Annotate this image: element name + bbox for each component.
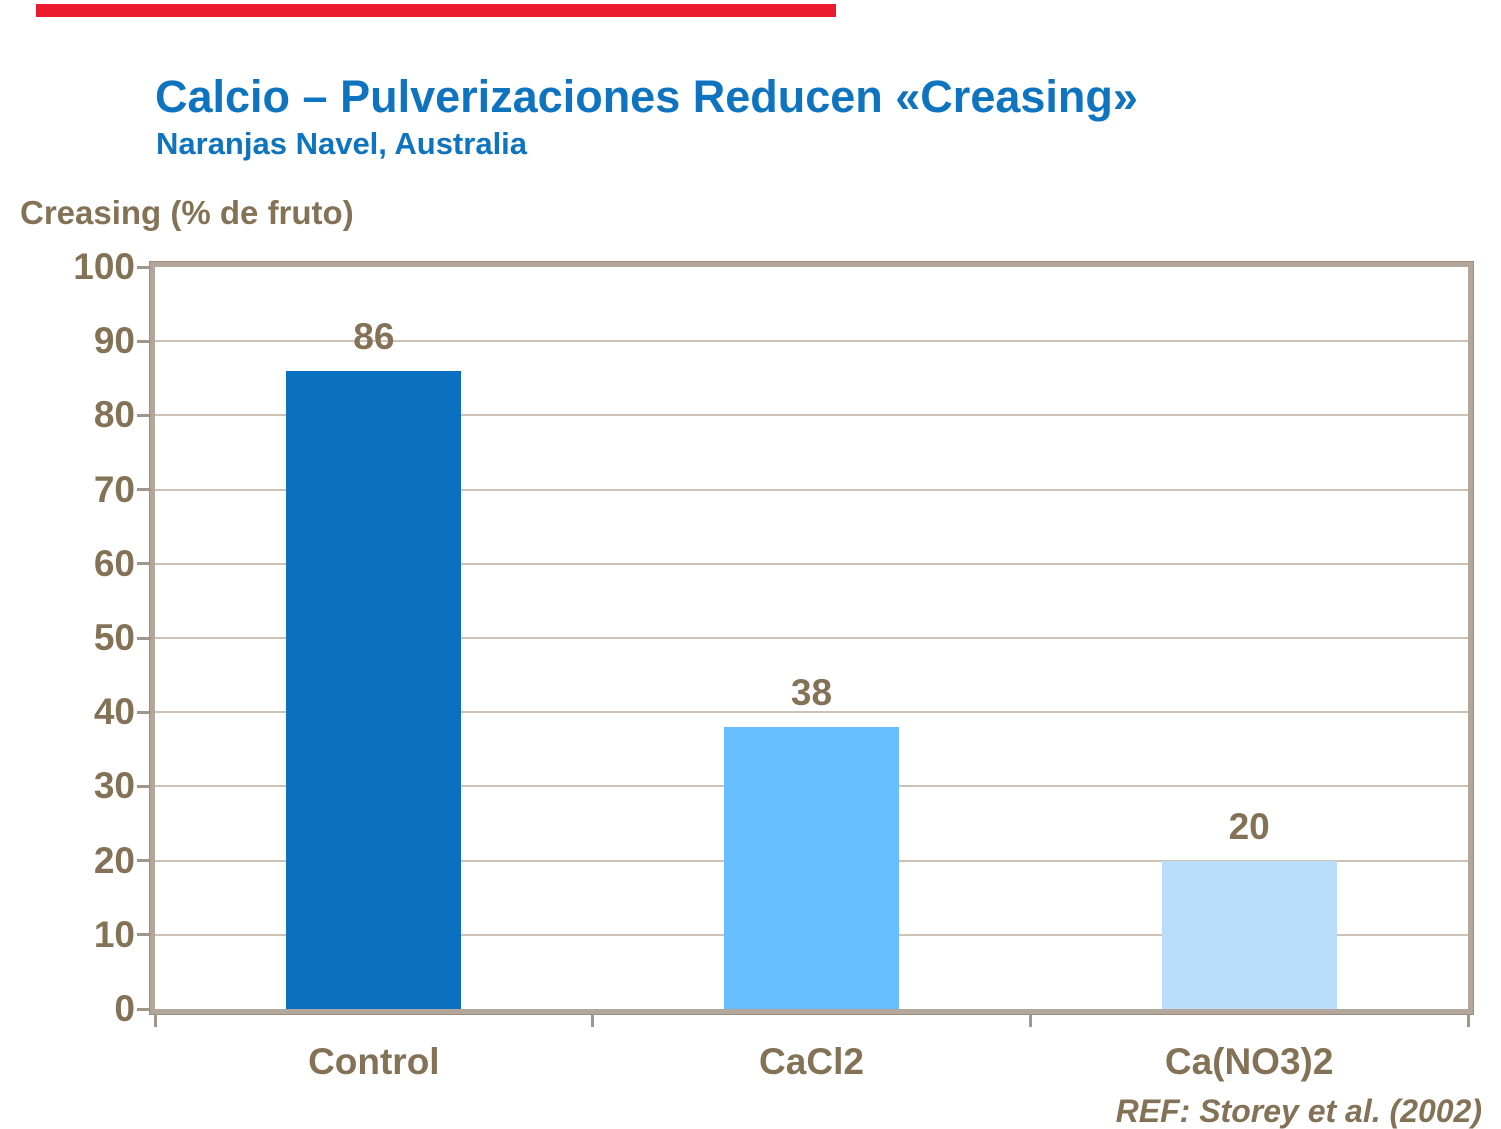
y-axis-tick-label: 10 (93, 913, 135, 955)
y-axis-tick (137, 413, 151, 417)
plot-area-border (149, 261, 1474, 1015)
bar-control (286, 370, 462, 1009)
y-axis-tick (137, 265, 151, 269)
bar-value-label: 86 (353, 315, 395, 357)
y-axis-tick (137, 562, 151, 566)
y-axis-tick-label: 100 (73, 246, 135, 287)
gridline (155, 711, 1468, 714)
gridline (155, 562, 1468, 565)
gridline (155, 414, 1468, 417)
y-axis-tick-label: 0 (114, 988, 135, 1029)
y-axis-tick (137, 636, 151, 640)
x-axis-tick (1466, 1014, 1470, 1027)
bar-value-label: 20 (1228, 805, 1270, 847)
y-axis-tick-label: 40 (93, 691, 135, 733)
y-axis-tick (137, 859, 151, 863)
y-axis-tick (137, 710, 151, 714)
y-axis-tick (137, 1007, 151, 1011)
y-axis-tick-label: 90 (93, 320, 135, 362)
x-axis-tick (153, 1014, 157, 1027)
reference-citation: REF: Storey et al. (2002) (1115, 1093, 1482, 1129)
y-axis-tick-label: 70 (93, 468, 135, 510)
y-axis-tick (137, 933, 151, 937)
bar-cano32 (1161, 860, 1337, 1009)
top-accent-bar (36, 4, 836, 17)
gridline (155, 488, 1468, 491)
x-axis-category-label: Ca(NO3)2 (1164, 1041, 1334, 1082)
y-axis-tick-label: 80 (93, 394, 135, 436)
y-axis-tick (137, 488, 151, 492)
x-axis-category-label: Control (308, 1041, 440, 1082)
y-axis-tick (137, 784, 151, 788)
y-axis-tick-label: 50 (93, 617, 135, 658)
chart-subtitle: Naranjas Navel, Australia (156, 126, 528, 161)
x-axis-tick (591, 1014, 595, 1027)
y-axis-tick-label: 20 (93, 839, 135, 881)
gridline (155, 637, 1468, 639)
bar-value-label: 38 (790, 672, 833, 714)
y-axis-tick-label: 30 (93, 765, 135, 807)
x-axis-category-label: CaCl2 (759, 1041, 864, 1082)
bar-cacl2 (724, 727, 899, 1009)
y-axis-tick (137, 339, 151, 343)
x-axis-tick (1028, 1014, 1032, 1027)
y-axis-tick-label: 60 (93, 542, 135, 584)
gridline (155, 340, 1468, 343)
chart-title: Calcio – Pulverizaciones Reducen «Creasi… (155, 71, 1138, 122)
y-axis-title: Creasing (% de fruto) (20, 194, 354, 231)
